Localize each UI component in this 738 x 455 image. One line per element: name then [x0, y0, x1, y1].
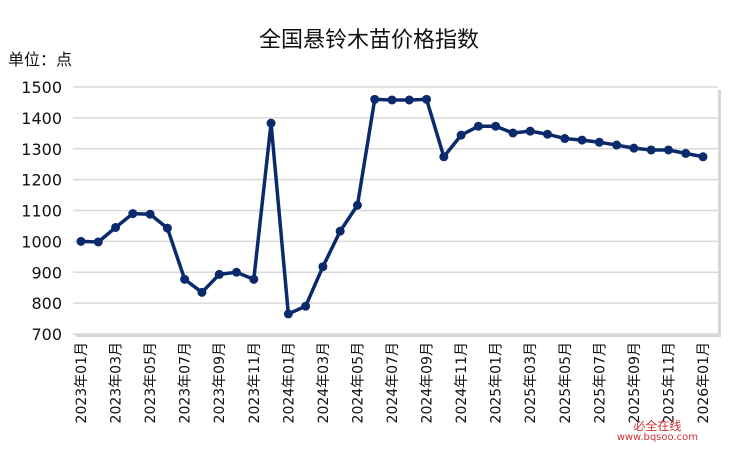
- data-point: [162, 223, 172, 233]
- data-point: [560, 134, 570, 144]
- data-point: [214, 269, 224, 279]
- data-point: [370, 94, 380, 104]
- x-tick-label: 2025年05月: [558, 342, 574, 423]
- data-point: [111, 222, 121, 232]
- data-point: [404, 95, 414, 105]
- y-tick-label: 1500: [21, 78, 62, 97]
- x-tick-label: 2025年11月: [661, 342, 677, 423]
- data-point: [698, 152, 708, 162]
- x-tick-label: 2024年07月: [385, 342, 401, 423]
- x-tick-label: 2024年09月: [420, 342, 436, 423]
- data-point: [594, 137, 604, 147]
- data-point: [335, 226, 345, 236]
- x-tick-label: 2023年09月: [212, 342, 228, 423]
- data-point: [491, 121, 501, 131]
- data-point: [145, 209, 155, 219]
- data-point: [577, 135, 587, 145]
- y-tick-label: 1300: [21, 140, 62, 159]
- data-point: [283, 309, 293, 319]
- data-point: [439, 152, 449, 162]
- x-tick-label: 2023年01月: [74, 342, 90, 423]
- data-point: [128, 209, 138, 219]
- y-tick-label: 900: [31, 263, 62, 282]
- x-tick-label: 2024年05月: [350, 342, 366, 423]
- y-tick-label: 1100: [21, 202, 62, 221]
- y-tick-label: 1400: [21, 109, 62, 128]
- data-point: [663, 145, 673, 155]
- y-axis-unit: 单位：点: [8, 50, 73, 69]
- data-point: [543, 129, 552, 139]
- y-tick-label: 700: [31, 325, 62, 344]
- data-point: [612, 140, 622, 150]
- x-tick-label: 2023年03月: [109, 342, 125, 423]
- data-point: [318, 262, 328, 272]
- data-point: [301, 301, 311, 311]
- data-point: [232, 267, 241, 277]
- x-tick-label: 2025年09月: [627, 342, 643, 423]
- data-point: [525, 126, 535, 136]
- watermark-url: www.bqsoo.com: [616, 432, 698, 443]
- data-point: [508, 128, 518, 138]
- data-point: [681, 148, 691, 158]
- x-tick-label: 2025年01月: [489, 342, 505, 423]
- data-point: [249, 274, 259, 284]
- y-tick-label: 1200: [21, 171, 62, 190]
- data-point: [266, 118, 276, 128]
- data-point: [646, 145, 656, 155]
- chart-title: 全国悬铃木苗价格指数: [258, 28, 479, 53]
- data-point: [473, 121, 483, 131]
- data-point: [180, 274, 190, 284]
- x-tick-label: 2024年01月: [281, 342, 297, 423]
- watermark: 必全在线 www.bqsoo.com: [616, 419, 698, 443]
- x-tick-label: 2024年11月: [454, 342, 470, 423]
- data-point: [76, 236, 86, 246]
- y-tick-label: 800: [31, 294, 62, 313]
- data-point: [456, 130, 466, 140]
- x-tick-label: 2025年07月: [592, 342, 608, 423]
- data-point: [93, 237, 103, 247]
- data-point: [197, 287, 207, 297]
- x-tick-label: 2023年11月: [247, 342, 263, 423]
- x-tick-label: 2024年03月: [316, 342, 332, 423]
- data-point: [629, 143, 639, 153]
- x-tick-label: 2026年01月: [696, 342, 712, 423]
- x-tick-label: 2023年05月: [143, 342, 159, 423]
- data-point: [352, 200, 362, 210]
- x-tick-label: 2025年03月: [523, 342, 539, 423]
- data-point: [422, 94, 432, 104]
- watermark-brand: 必全在线: [633, 419, 682, 433]
- x-tick-label: 2023年07月: [178, 342, 194, 423]
- y-tick-label: 1000: [21, 232, 62, 251]
- data-point: [387, 95, 397, 105]
